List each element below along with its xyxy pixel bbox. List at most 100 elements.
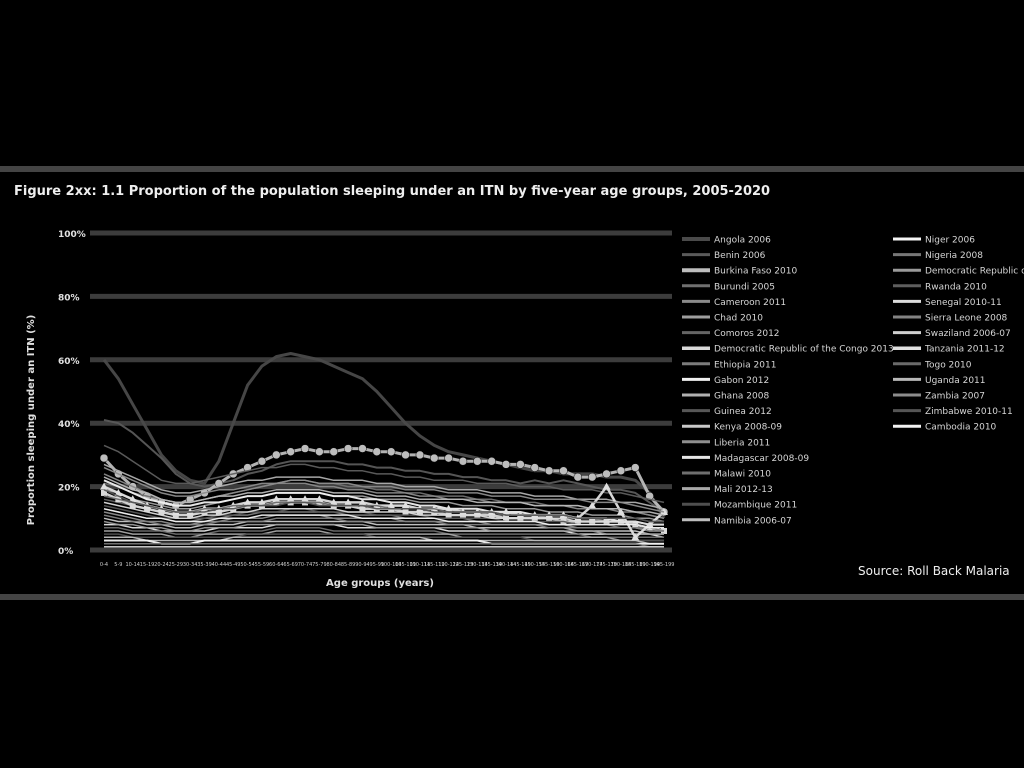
data-point [215,508,222,515]
data-point [444,504,453,512]
x-tick-label: 160-164 [553,562,574,568]
x-tick-label: 0-4 [100,562,108,568]
series-line [103,514,664,532]
x-tick-label: 110-114 [409,562,430,568]
data-point [616,507,625,515]
legend-label: Kenya 2008-09 [714,423,782,433]
legend-label: Rwanda 2010 [925,282,987,292]
data-point [158,508,165,515]
x-tick-label: 70-74 [298,562,313,568]
x-tick-label: 195-199 [654,562,675,568]
data-point [415,450,425,460]
legend-label: Ethiopia 2011 [714,360,776,370]
data-point [645,520,654,528]
legend-label: Ghana 2008 [714,392,769,402]
data-point [172,512,179,519]
data-point [602,482,611,490]
legend-label: Tanzania 2011-12 [924,345,1005,355]
x-tick-label: 155-159 [539,562,560,568]
series-line [102,447,666,514]
data-point [444,453,453,463]
y-tick-label: 0% [58,547,73,557]
x-tick-label: 130-134 [467,562,488,568]
legend-label: Burkina Faso 2010 [714,267,797,277]
data-point [343,444,353,453]
data-point [430,453,439,463]
legend-label: Cambodia 2010 [925,423,997,433]
legend-label: Liberia 2011 [714,438,770,448]
y-tick-label: 80% [58,293,80,303]
legend-label: Angola 2006 [714,236,771,246]
data-point [488,512,495,519]
legend-label: Cameroon 2011 [714,298,786,308]
data-point [616,466,626,475]
data-point [100,482,108,490]
data-point [502,507,511,515]
top-divider [0,166,1024,172]
x-tick-label: 135-139 [481,562,502,568]
data-point [329,498,338,506]
data-point [416,508,423,515]
x-tick-label: 5-9 [114,562,122,568]
data-point [286,447,295,456]
series-line [103,517,664,535]
data-point [344,498,353,506]
data-point [559,466,568,475]
data-point [573,472,583,482]
data-point [99,453,109,463]
x-tick-label: 50-54 [240,562,255,568]
legend-label: Sierra Leone 2008 [925,314,1008,324]
x-tick-label: 15-19 [140,562,155,568]
data-point [473,456,482,466]
legend-label: Mozambique 2011 [714,501,797,511]
data-point [243,463,252,472]
x-tick-label: 35-39 [197,562,212,568]
legend-label: Benin 2006 [714,251,766,261]
series-line [103,419,665,513]
x-tick-label: 175-179 [596,562,617,568]
data-point [458,456,468,466]
series-line [103,504,664,529]
data-point [243,498,252,506]
legend-label: Chad 2010 [714,314,763,324]
data-point [387,501,396,509]
legend-label: Zambia 2007 [925,392,985,402]
data-point [358,498,367,506]
data-point [114,488,123,496]
x-tick-label: 75-79 [312,562,327,568]
data-point [516,460,525,469]
x-tick-label: 55-59 [255,562,270,568]
legend-label: Democratic Republic of the Congo 2007 [925,267,1024,277]
data-point [530,463,540,472]
x-tick-label: 95-99 [370,562,385,568]
legend-label: Namibia 2006-07 [714,516,792,526]
data-point [358,444,367,453]
x-tick-label: 120-124 [438,562,459,568]
x-tick-label: 105-109 [395,562,416,568]
data-point [257,456,267,466]
legend-label: Mali 2012-13 [714,485,773,495]
series-line [104,530,664,542]
series-line [103,508,664,529]
series-line [103,476,665,516]
data-point [359,505,366,512]
y-tick-label: 60% [58,357,80,367]
data-point [144,505,151,512]
data-point [128,495,137,503]
data-point [401,501,410,509]
x-tick-label: 165-169 [567,562,588,568]
data-point [315,495,324,503]
series-line [104,536,664,545]
x-tick-label: 65-69 [283,562,298,568]
x-tick-label: 100-104 [381,562,402,568]
x-tick-label: 115-119 [424,562,445,568]
data-point [300,444,310,453]
source-note: Source: Roll Back Malaria [858,564,1010,578]
x-tick-label: 185-189 [625,562,646,568]
x-tick-label: 45-49 [226,562,241,568]
legend-label: Gabon 2012 [714,376,769,386]
legend-label: Swaziland 2006-07 [925,329,1011,339]
data-point [301,495,310,503]
legend-label: Malawi 2010 [714,470,771,480]
x-tick-label: 20-24 [154,562,169,568]
